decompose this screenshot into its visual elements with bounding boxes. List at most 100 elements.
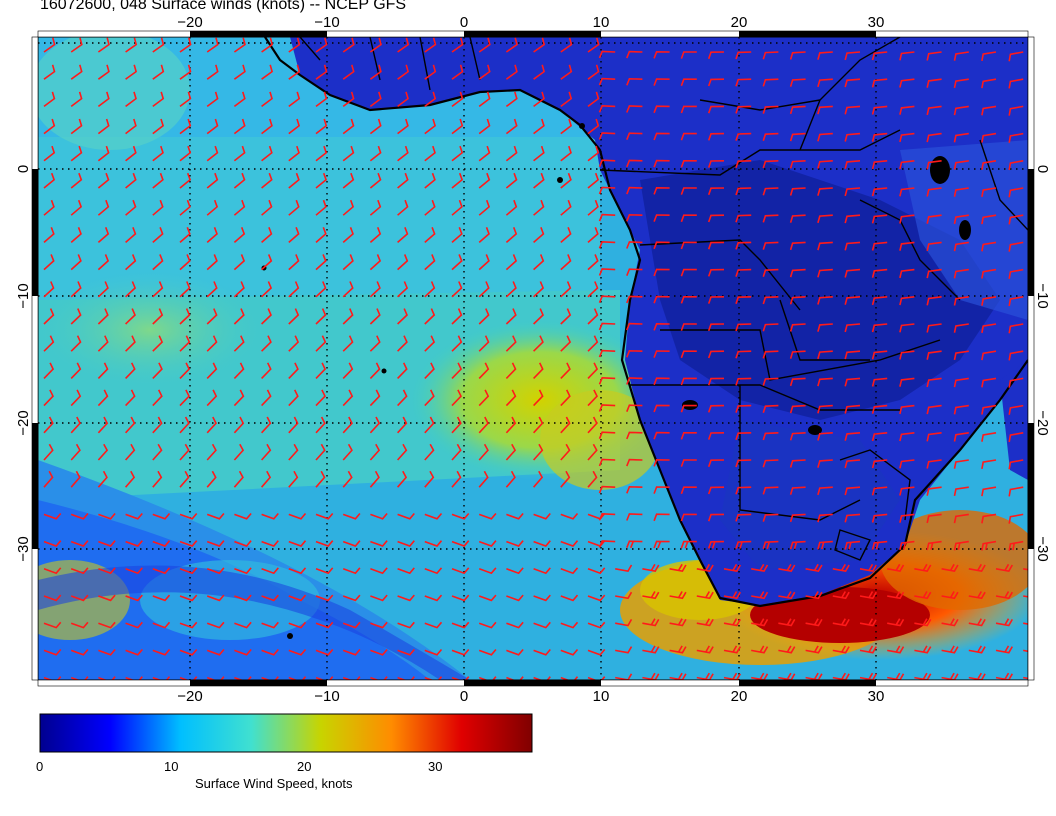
wind-barb (478, 512, 497, 520)
wind-barb (370, 567, 388, 575)
wind-barb (735, 241, 752, 250)
wind-barb (288, 64, 301, 80)
wind-barb (598, 186, 616, 195)
wind-barb (981, 132, 997, 143)
wind-barb (871, 513, 888, 523)
wind-barb (844, 78, 861, 88)
wind-barb (533, 199, 545, 216)
wind-barb (560, 470, 571, 488)
wind-barb (424, 389, 435, 407)
colorbar-tick: 30 (428, 759, 443, 774)
wind-barb (789, 214, 806, 223)
wind-barb (789, 513, 806, 523)
wind-barb (953, 187, 969, 197)
wind-barb (1008, 296, 1024, 307)
wind-barb (887, 563, 905, 572)
wind-barb (505, 227, 518, 244)
wind-barb (789, 377, 806, 387)
wind-barb (424, 443, 435, 461)
wind-barb (926, 513, 942, 524)
wind-barb (43, 416, 54, 434)
wind-barb (125, 540, 143, 547)
wind-barb (43, 512, 62, 520)
wind-barb (844, 160, 861, 169)
wind-barb (152, 676, 171, 680)
wind-barb (871, 296, 888, 306)
wind-barb (1008, 323, 1024, 334)
wind-barb (887, 618, 905, 627)
wind-barb (315, 145, 328, 162)
wind-barb (315, 416, 326, 434)
wind-barb (587, 416, 598, 434)
wind-barb (871, 323, 888, 333)
lat-label: −30 (15, 536, 32, 561)
wind-barb (179, 37, 192, 53)
wind-barb (369, 389, 381, 407)
wind-barb (179, 676, 198, 680)
wind-barb (397, 172, 409, 189)
wind-barb (926, 540, 942, 551)
wind-barb (899, 132, 915, 143)
wind-barb (832, 591, 850, 600)
wind-barb (43, 443, 54, 461)
wind-barb (871, 105, 888, 115)
wind-barb (626, 540, 643, 549)
wind-barb (70, 389, 82, 407)
wind-barb (152, 512, 171, 520)
wind-barb (370, 648, 388, 656)
wind-barb (926, 132, 942, 143)
wind-barb (981, 404, 997, 415)
wind-barb (587, 567, 606, 575)
wind-barb (424, 308, 436, 325)
lon-label: −10 (314, 688, 339, 705)
wind-barb (98, 676, 116, 680)
wind-barb (43, 172, 56, 189)
wind-barb (424, 621, 443, 629)
wind-barb (587, 676, 606, 680)
wind-barb (680, 214, 697, 223)
wind-barb (179, 362, 191, 379)
wind-barb (598, 295, 616, 304)
wind-barb (152, 254, 164, 271)
wind-barb (533, 254, 545, 271)
wind-barb (871, 459, 888, 469)
wind-barb (478, 172, 491, 189)
wind-barb (789, 459, 806, 468)
wind-barb (179, 621, 198, 629)
wind-barb (968, 591, 986, 600)
wind-barb (560, 362, 571, 379)
wind-barb (953, 268, 969, 279)
wind-barb (735, 214, 752, 223)
wind-barb (342, 254, 354, 271)
wind-barb (70, 64, 83, 80)
wind-barb (653, 322, 670, 331)
wind-barb (288, 567, 307, 575)
wind-barb (97, 37, 110, 53)
wind-barb (125, 621, 143, 629)
wind-barb (914, 618, 932, 627)
wind-barb (424, 145, 436, 162)
wind-barb (926, 214, 942, 224)
wind-barb (478, 91, 491, 108)
wind-barb (152, 172, 164, 189)
wind-barb (505, 416, 517, 434)
wind-barb (70, 621, 89, 629)
wind-barb (817, 377, 833, 387)
wind-barb (505, 145, 518, 162)
wind-barb (43, 621, 62, 629)
wind-barb (817, 404, 833, 414)
wind-barb (451, 335, 463, 352)
wind-barb (70, 335, 82, 352)
wind-barb (397, 512, 415, 520)
wind-barb (233, 254, 246, 271)
wind-barb (288, 676, 307, 680)
wind-barb (981, 268, 997, 279)
wind-barb (626, 132, 643, 140)
wind-barb (533, 443, 544, 461)
wind-barb (844, 486, 861, 496)
wind-barb (899, 241, 915, 251)
wind-barb (233, 91, 246, 108)
wind-barb (981, 78, 997, 89)
wind-barb (70, 37, 83, 53)
wind-barb (261, 281, 273, 298)
